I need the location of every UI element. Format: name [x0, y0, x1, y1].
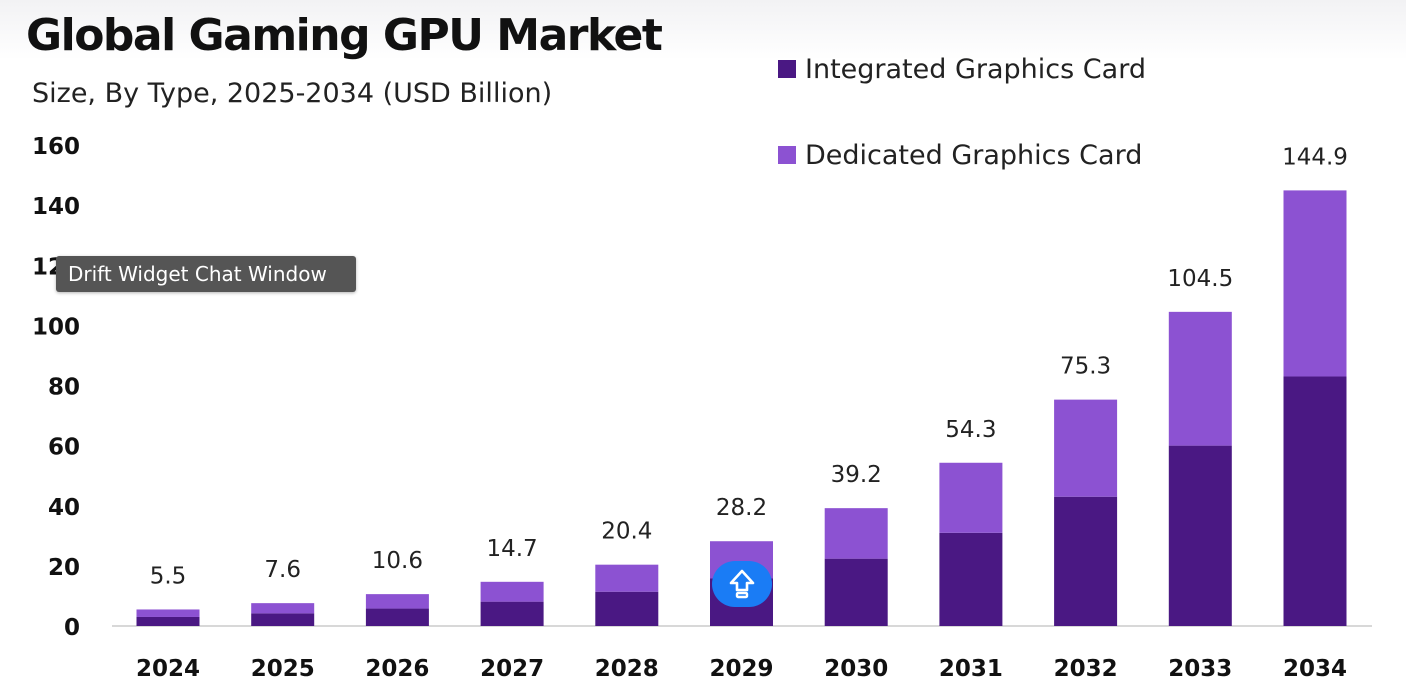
bar-integrated-2033: [1168, 445, 1232, 626]
bar-integrated-2032: [1054, 496, 1118, 626]
y-tick-label: 0: [64, 615, 80, 641]
data-label-2033: 104.5: [1167, 266, 1233, 292]
x-tick-label-2034: 2034: [1283, 656, 1347, 682]
bar-integrated-2030: [824, 558, 888, 626]
bar-dedicated-2030: [824, 508, 888, 559]
bar-dedicated-2028: [595, 564, 659, 592]
data-label-2029: 28.2: [716, 495, 767, 521]
bar-dedicated-2027: [480, 581, 544, 602]
y-tick-label: 20: [48, 555, 80, 581]
y-tick-label: 160: [32, 134, 80, 160]
data-label-2026: 10.6: [372, 548, 423, 574]
data-label-2027: 14.7: [486, 536, 537, 562]
bar-integrated-2026: [365, 608, 429, 626]
y-tick-label: 100: [32, 314, 80, 340]
bar-dedicated-2033: [1168, 311, 1232, 446]
data-label-2031: 54.3: [945, 417, 996, 443]
data-label-2034: 144.9: [1282, 144, 1348, 170]
y-tick-label: 140: [32, 194, 80, 220]
x-axis: 2024 2025 2026 2027 2028 2029 2030 2031 2032 2033…: [136, 656, 1347, 682]
legend-swatch-dedicated: [778, 145, 796, 164]
bar-integrated-2034: [1283, 376, 1347, 626]
bar-integrated-2025: [251, 613, 315, 626]
legend-item-integrated: Integrated Graphics Card: [778, 54, 1146, 85]
x-tick-label-2033: 2033: [1168, 656, 1232, 682]
chart-subtitle: Size, By Type, 2025-2034 (USD Billion): [32, 78, 553, 109]
data-label-2032: 75.3: [1060, 354, 1111, 380]
y-tick-label: 60: [48, 435, 80, 461]
bar-dedicated-2034: [1283, 190, 1347, 377]
bar-dedicated-2025: [251, 603, 315, 614]
legend-item-dedicated: Dedicated Graphics Card: [778, 140, 1142, 171]
x-tick-label-2024: 2024: [136, 656, 200, 682]
chat-widget-tooltip: Drift Widget Chat Window: [56, 256, 356, 292]
bar-integrated-2027: [480, 601, 544, 626]
bar-dedicated-2031: [939, 462, 1003, 533]
data-label-2028: 20.4: [601, 519, 652, 545]
bar-dedicated-2032: [1054, 399, 1118, 497]
bar-integrated-2028: [595, 591, 659, 626]
x-tick-label-2029: 2029: [709, 656, 773, 682]
bar-integrated-2024: [136, 616, 200, 626]
bar-dedicated-2026: [365, 594, 429, 609]
x-tick-label-2032: 2032: [1054, 656, 1118, 682]
bar-dedicated-2024: [136, 609, 200, 617]
x-tick-label-2025: 2025: [251, 656, 315, 682]
x-tick-label-2030: 2030: [824, 656, 888, 682]
scroll-up-button[interactable]: [712, 561, 772, 607]
legend-swatch-integrated: [778, 59, 796, 78]
x-tick-label-2028: 2028: [595, 656, 659, 682]
data-label-2030: 39.2: [831, 462, 882, 488]
legend-label-dedicated: Dedicated Graphics Card: [805, 140, 1143, 171]
scroll-up-icon: [729, 569, 755, 599]
y-tick-label: 80: [48, 375, 80, 401]
y-axis: 020406080100120140160: [32, 134, 1372, 641]
x-tick-label-2027: 2027: [480, 656, 544, 682]
x-tick-label-2026: 2026: [365, 656, 429, 682]
y-tick-label: 40: [48, 495, 80, 521]
legend-label-integrated: Integrated Graphics Card: [805, 54, 1146, 85]
x-tick-label-2031: 2031: [939, 656, 1003, 682]
chart-title: Global Gaming GPU Market: [26, 10, 663, 61]
bar-integrated-2031: [939, 532, 1003, 626]
data-label-2025: 7.6: [264, 557, 301, 583]
bar-series: 5.5 7.6 10.6 14.7 20.4 28.2 39.2 54.3 75.3 104.5 1…: [136, 144, 1348, 626]
data-label-2024: 5.5: [150, 563, 187, 589]
